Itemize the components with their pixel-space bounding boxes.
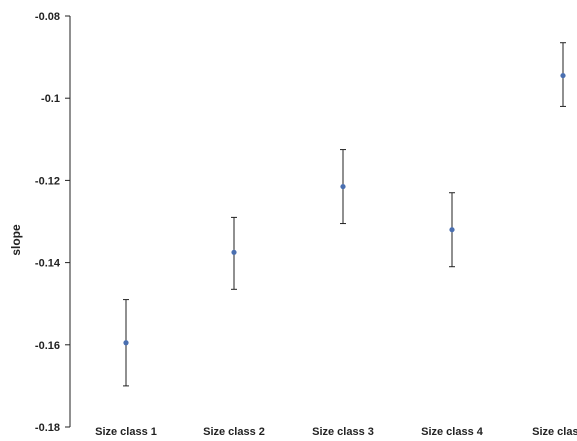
y-tick-label: -0.08 (35, 11, 60, 23)
data-point (449, 227, 455, 233)
error-bars (123, 42, 566, 387)
x-tick-label: Size class 4 (421, 426, 484, 438)
data-point (231, 249, 237, 255)
x-tick-label: Size class 1 (95, 426, 157, 438)
y-axis-title: slope (9, 224, 23, 256)
data-point (560, 72, 566, 79)
y-tick-label: -0.16 (35, 340, 60, 352)
x-axis: Size class 1 Size class 2 Size class 3 Size… (95, 426, 577, 438)
x-tick-label: Size class 3 (312, 426, 374, 438)
data-point (340, 183, 346, 190)
y-tick-label: -0.18 (35, 422, 60, 434)
y-tick-label: -0.1 (41, 93, 60, 105)
data-point (123, 340, 129, 346)
y-tick-label: -0.14 (35, 258, 61, 270)
x-tick-label: Size class 2 (203, 426, 265, 438)
y-tick-label: -0.12 (35, 175, 60, 187)
x-tick-label: Size class 5 (532, 426, 577, 438)
y-axis: -0.08 -0.1 -0.12 -0.14 -0.16 -0.18 (35, 11, 71, 434)
data-points (123, 72, 566, 346)
